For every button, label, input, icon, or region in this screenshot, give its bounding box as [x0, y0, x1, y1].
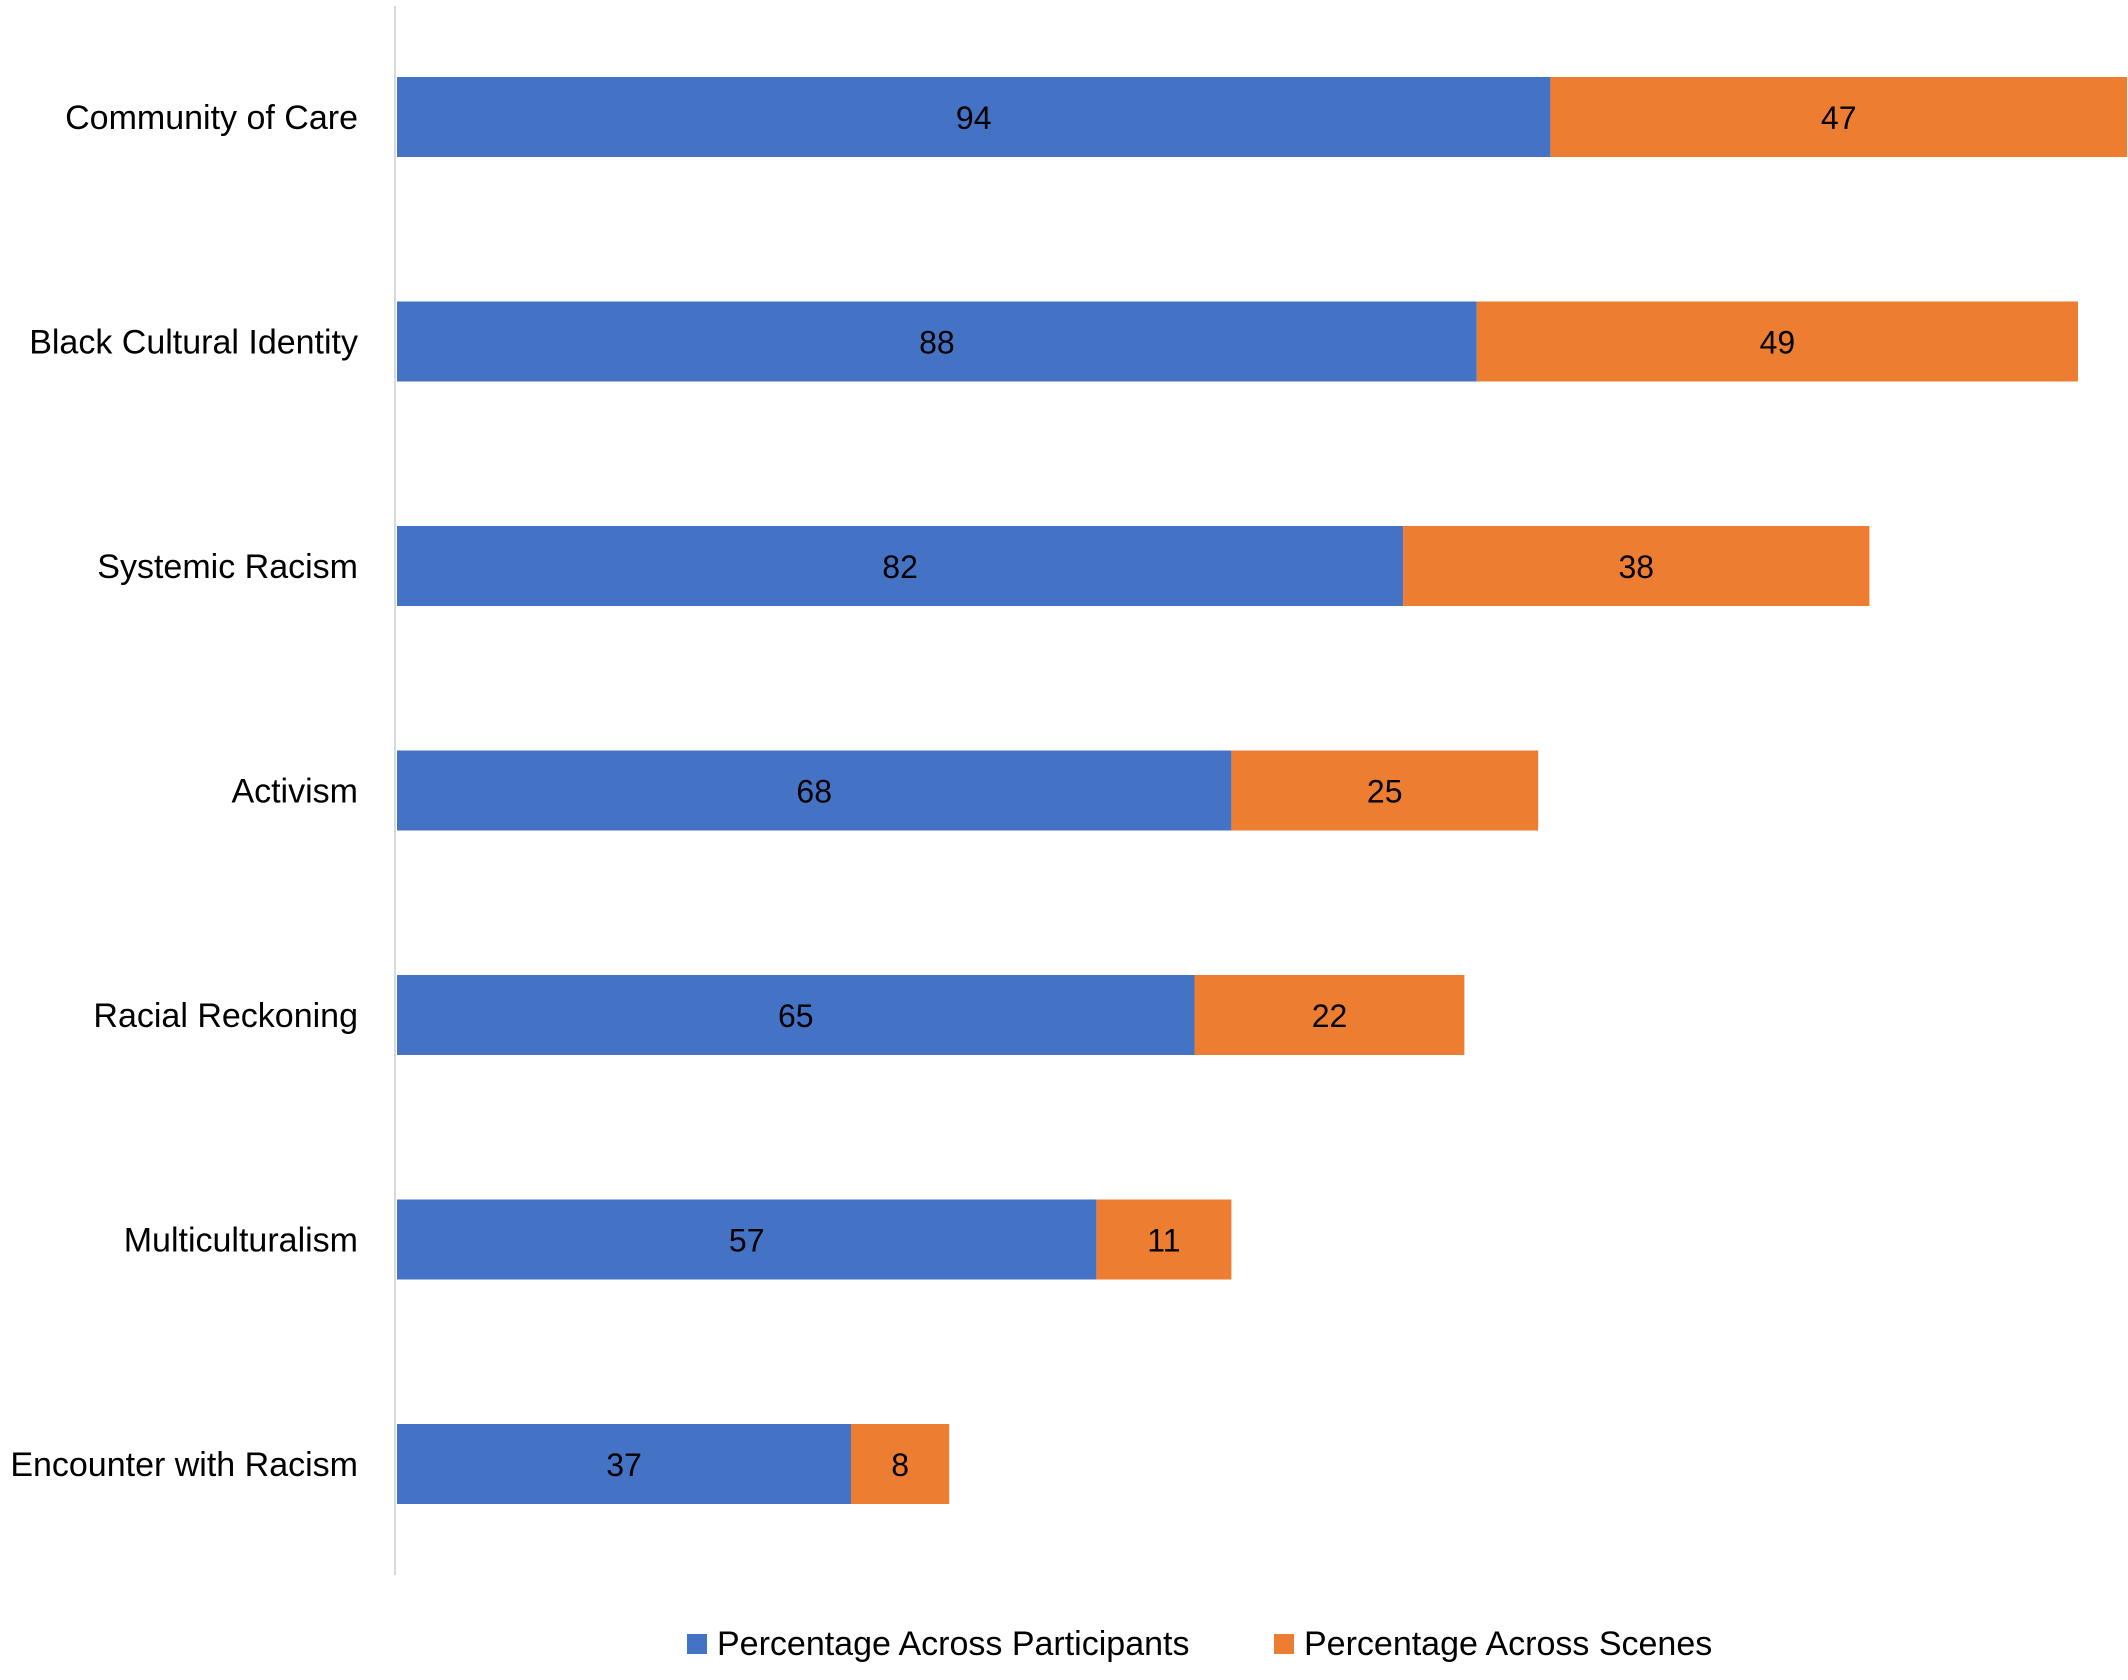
bar-segment-series-2	[1403, 526, 1870, 606]
data-label: 94	[956, 100, 992, 136]
data-label: 11	[1147, 1223, 1180, 1259]
legend-label: Percentage Across Participants	[717, 1625, 1189, 1663]
category-label: Systemic Racism	[97, 548, 358, 586]
data-label: 8	[891, 1447, 909, 1483]
bar-segment-series-2	[1096, 1199, 1232, 1280]
data-label: 47	[1821, 100, 1857, 136]
bar-segment-series-2	[851, 1424, 950, 1504]
legend: Percentage Across Participants Percentage…	[687, 1625, 1712, 1663]
data-label: 37	[606, 1447, 642, 1483]
category-label: Black Cultural Identity	[29, 324, 358, 362]
data-label: 68	[796, 774, 832, 810]
category-label: Encounter with Racism	[10, 1446, 358, 1484]
data-label: 22	[1312, 998, 1348, 1034]
bar-segment-series-1	[397, 301, 1477, 382]
category-label: Multiculturalism	[124, 1222, 358, 1260]
bar-segment-series-1	[397, 1199, 1097, 1280]
category-label: Activism	[231, 773, 358, 811]
data-label: 88	[919, 325, 955, 361]
category-labels: Community of Care Black Cultural Identity…	[10, 99, 358, 1484]
legend-swatch	[1274, 1634, 1294, 1654]
bar-segment-series-1	[397, 77, 1551, 157]
bar-segment-series-1	[397, 975, 1195, 1055]
bar-segment-series-1	[397, 1424, 851, 1504]
bar-segment-series-1	[397, 750, 1232, 831]
category-label: Racial Reckoning	[93, 997, 358, 1035]
bar-segment-series-1	[397, 526, 1404, 606]
bar-segment-series-2	[1231, 750, 1539, 831]
bar-segment-series-2	[1476, 301, 2078, 382]
data-label: 49	[1760, 325, 1796, 361]
legend-swatch	[687, 1634, 707, 1654]
data-label: 25	[1367, 774, 1403, 810]
data-label: 82	[882, 549, 918, 585]
data-label: 57	[729, 1223, 765, 1259]
bar-segment-series-2	[1550, 77, 2128, 157]
bars-layer: 94 47 88 49 82 38 68 25 65 22 57 11 37 8	[397, 77, 2128, 1504]
legend-label: Percentage Across Scenes	[1304, 1625, 1712, 1663]
bar-segment-series-2	[1194, 975, 1465, 1055]
data-label: 38	[1619, 549, 1655, 585]
category-label: Community of Care	[65, 99, 358, 137]
data-label: 65	[778, 998, 814, 1034]
